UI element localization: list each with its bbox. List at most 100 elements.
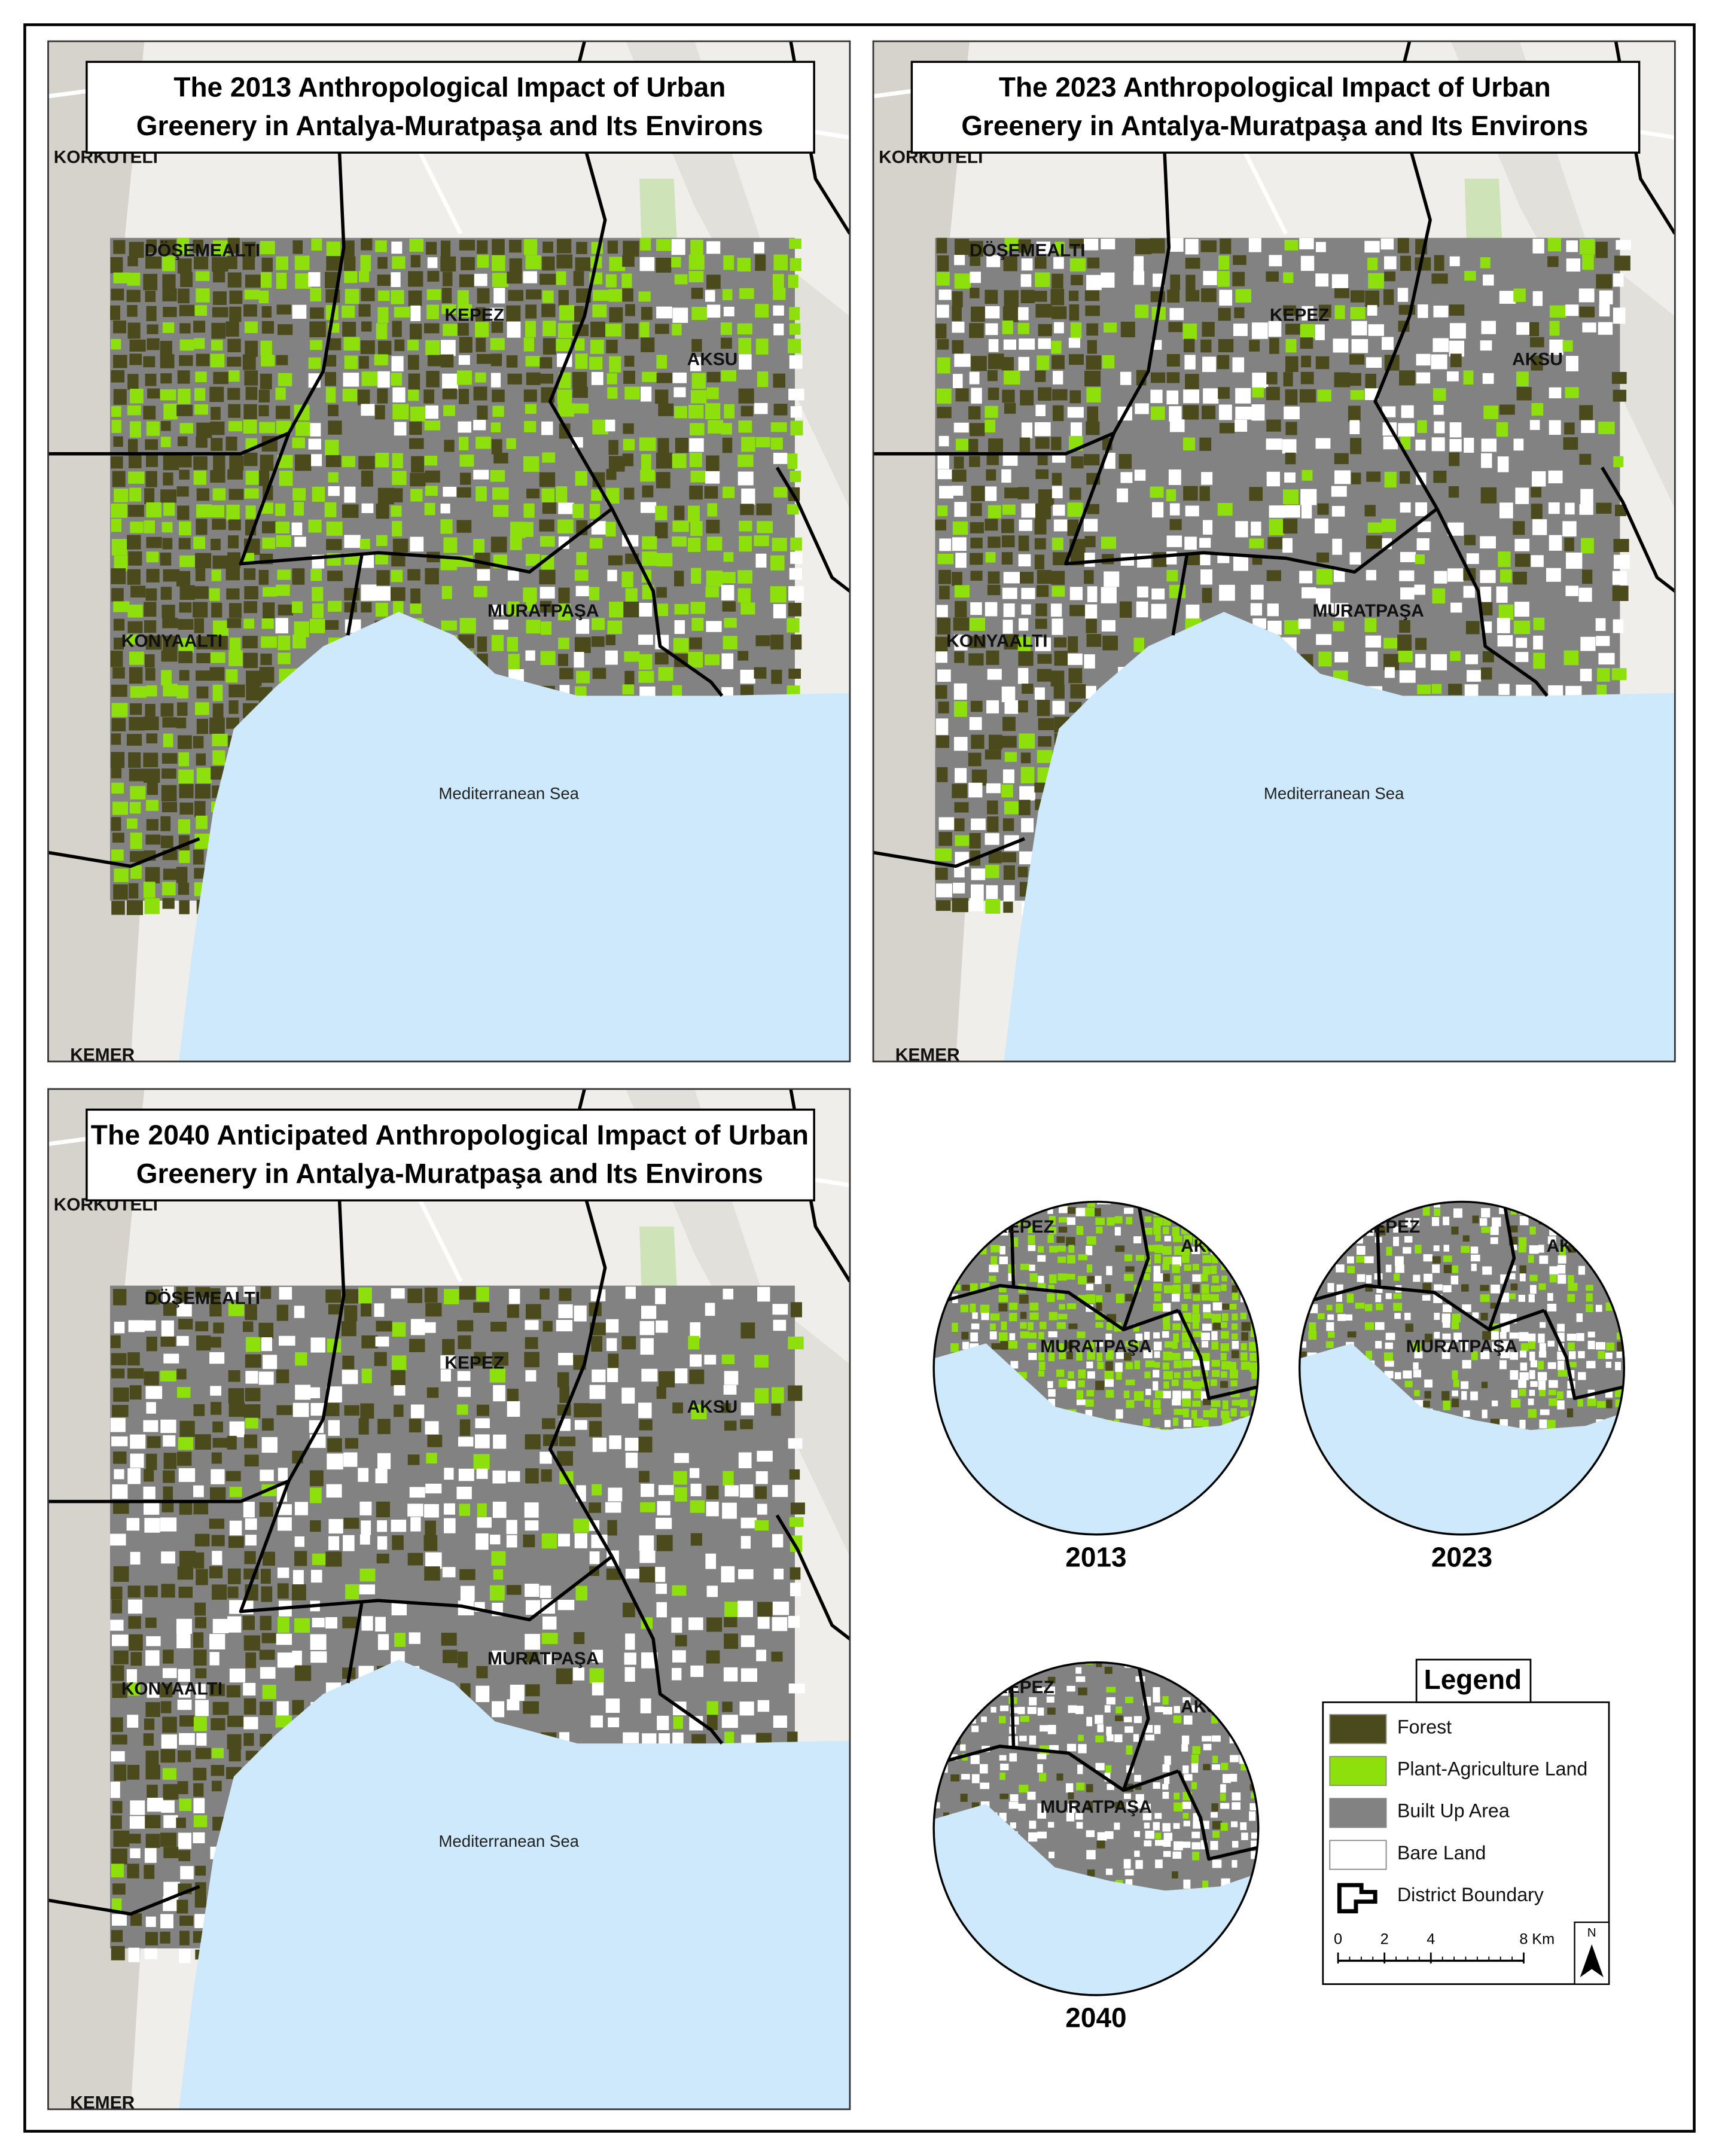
land-cover-patch [1163,1381,1169,1389]
land-cover-patch [757,1617,770,1629]
land-cover-patch [1334,651,1349,663]
land-cover-patch [950,1668,959,1676]
land-cover-patch [1334,305,1345,319]
place-label: DÖŞEMEALTI [144,241,260,261]
land-cover-patch [176,685,188,699]
land-cover-patch [1232,1292,1239,1300]
land-cover-patch [196,767,212,783]
land-cover-patch [130,1913,142,1926]
land-cover-patch [558,1353,574,1365]
land-cover-patch [1596,502,1612,514]
land-cover-patch [1162,1764,1170,1773]
land-cover-patch [1202,322,1215,337]
land-cover-patch [953,422,969,433]
land-cover-patch [161,882,176,896]
land-cover-patch [1578,1372,1586,1380]
land-cover-patch [211,340,223,351]
land-cover-patch [128,1947,140,1962]
land-cover-patch [990,1313,1000,1321]
land-cover-patch [491,1551,506,1566]
land-cover-patch [1301,355,1311,368]
land-cover-patch [1001,535,1015,548]
land-cover-patch [755,1471,768,1484]
land-cover-patch [737,471,754,486]
place-label: AKSU [687,1397,738,1417]
land-cover-patch [1155,1832,1162,1840]
land-cover-patch [1169,503,1180,516]
land-cover-patch [1336,1284,1343,1293]
land-cover-patch [1394,1313,1401,1319]
land-cover-patch [1624,1408,1633,1418]
land-cover-patch [275,522,290,533]
land-cover-patch [1162,1331,1169,1338]
land-cover-patch [1395,1264,1404,1273]
land-cover-patch [328,1420,340,1436]
land-cover-patch [1075,1813,1083,1820]
land-cover-patch [1039,1773,1047,1782]
land-cover-patch [1123,1793,1131,1800]
land-cover-patch [606,1568,621,1580]
land-cover-patch [130,1453,144,1468]
land-cover-patch [691,1404,707,1420]
land-cover-patch [1230,1225,1238,1231]
land-cover-patch [130,1434,146,1449]
land-cover-patch [952,898,968,913]
land-cover-patch [1480,602,1493,615]
land-cover-patch [970,503,982,516]
land-cover-patch [276,1369,289,1383]
land-cover-patch [1008,1303,1018,1310]
land-cover-patch [225,436,237,451]
land-cover-patch [244,1454,259,1467]
land-cover-patch [376,323,388,340]
land-cover-patch [294,502,304,516]
land-cover-patch [376,1553,389,1564]
land-cover-patch [143,1420,159,1432]
land-cover-patch [1557,1274,1566,1284]
land-cover-patch [1612,571,1627,585]
land-cover-patch [952,1716,961,1725]
land-cover-patch [145,1702,160,1718]
land-cover-patch [985,306,1000,319]
land-cover-patch [344,1305,358,1322]
land-cover-patch [477,1517,492,1528]
land-cover-patch [178,883,190,895]
land-cover-patch [111,1436,128,1447]
land-cover-patch [937,505,948,516]
land-cover-patch [1616,1246,1624,1254]
land-cover-patch [1491,1400,1498,1407]
land-cover-patch [541,304,556,318]
land-cover-patch [1034,687,1045,700]
land-cover-patch [193,586,209,599]
land-cover-patch [625,1633,635,1650]
land-cover-patch [212,1421,223,1433]
land-cover-patch [1249,1362,1258,1373]
land-cover-patch [1020,572,1034,584]
land-cover-patch [1220,1225,1229,1234]
land-cover-patch [1514,553,1531,567]
land-cover-patch [1491,1284,1500,1294]
land-cover-patch [225,1471,241,1481]
land-cover-patch [242,636,258,649]
land-cover-patch [770,422,787,432]
land-cover-patch [1376,1285,1383,1294]
land-cover-patch [656,452,673,469]
land-cover-patch [1383,289,1394,305]
land-cover-patch [361,1520,371,1535]
land-cover-patch [1449,438,1462,452]
land-cover-patch [130,1848,141,1859]
land-cover-patch [1366,1206,1373,1213]
land-cover-patch [358,456,375,469]
land-cover-patch [473,469,489,480]
land-cover-patch [1191,1704,1201,1712]
land-cover-patch [245,1354,261,1368]
land-cover-patch [1018,535,1029,551]
land-cover-patch [1211,1359,1220,1367]
land-cover-patch [1125,1266,1135,1272]
land-cover-patch [145,256,161,269]
land-cover-patch [935,900,951,911]
land-cover-patch [294,1502,308,1515]
land-cover-patch [938,701,949,713]
map-title: Greenery in Antalya-Muratpaşa and Its En… [961,110,1588,141]
land-cover-patch [377,371,390,388]
land-cover-patch [111,817,121,831]
